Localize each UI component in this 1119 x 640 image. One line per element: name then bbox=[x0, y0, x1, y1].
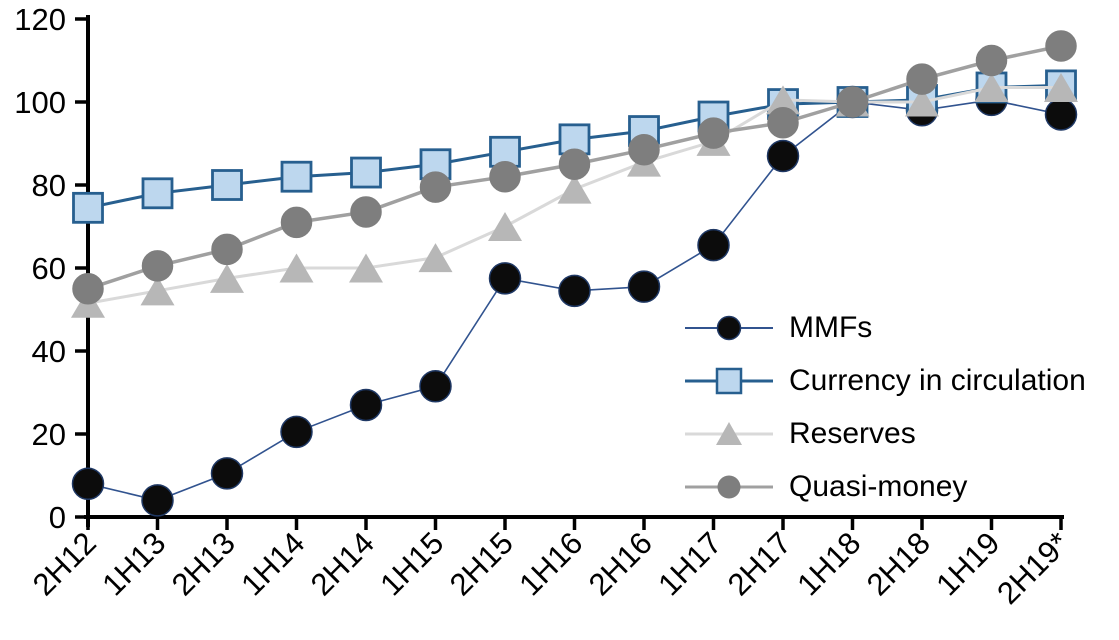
x-tick-label: 2H19* bbox=[990, 525, 1076, 611]
data-point-marker bbox=[350, 196, 382, 228]
x-tick-label: 2H17 bbox=[721, 525, 798, 602]
data-point-marker bbox=[72, 273, 104, 305]
legend-label: Reserves bbox=[789, 416, 916, 450]
y-tick-label: 60 bbox=[32, 251, 66, 286]
y-axis: 0 20 40 60 80 100 120 bbox=[14, 2, 90, 535]
reserves-triangle-marker-icon bbox=[685, 421, 773, 445]
data-point-marker bbox=[1045, 30, 1077, 62]
x-tick-label: 2H13 bbox=[165, 525, 242, 602]
data-point-marker bbox=[1044, 98, 1078, 131]
data-point-marker bbox=[280, 206, 313, 239]
data-point-marker bbox=[974, 72, 1009, 102]
data-point-marker bbox=[489, 160, 521, 193]
mmfs-circle-marker-icon bbox=[685, 315, 773, 340]
legend-item-mmfs: MMFs bbox=[683, 301, 1086, 354]
series-quasi-money bbox=[72, 30, 1077, 305]
x-tick-label: 2H16 bbox=[582, 525, 659, 602]
legend-item-currency: Currency in circulation bbox=[683, 354, 1086, 407]
x-tick-label: 2H15 bbox=[443, 525, 520, 602]
data-point-marker bbox=[419, 171, 452, 203]
data-point-marker bbox=[975, 44, 1008, 77]
data-point-marker bbox=[905, 87, 939, 117]
data-point-marker bbox=[697, 228, 730, 262]
quasi-money-circle-marker-icon bbox=[685, 475, 773, 498]
y-tick-label: 40 bbox=[32, 334, 66, 369]
x-tick-label: 1H14 bbox=[234, 525, 311, 602]
data-point-marker bbox=[1044, 72, 1078, 102]
data-point-marker bbox=[558, 274, 591, 308]
data-point-marker bbox=[210, 457, 244, 490]
data-point-marker bbox=[836, 86, 869, 118]
data-point-marker bbox=[627, 270, 661, 303]
x-tick-label: 1H15 bbox=[373, 525, 450, 602]
data-point-marker bbox=[141, 250, 174, 282]
data-point-marker bbox=[489, 135, 521, 168]
x-tick-label: 2H12 bbox=[26, 525, 103, 602]
data-point-marker bbox=[211, 233, 243, 266]
y-tick-label: 100 bbox=[14, 85, 66, 120]
y-tick-label: 0 bbox=[49, 500, 66, 535]
x-tick-label: 1H18 bbox=[790, 525, 867, 602]
data-point-marker bbox=[697, 117, 730, 149]
data-point-marker bbox=[280, 415, 313, 449]
x-tick-label: 1H16 bbox=[512, 525, 589, 602]
legend-item-reserves: Reserves bbox=[683, 407, 1086, 460]
legend-item-quasi-money: Quasi-money bbox=[683, 460, 1086, 513]
x-axis: 2H121H132H131H142H141H152H151H162H161H17… bbox=[26, 515, 1076, 611]
x-tick-label: 1H13 bbox=[95, 525, 172, 602]
data-point-marker bbox=[488, 212, 522, 241]
currency-square-marker-icon bbox=[685, 367, 773, 394]
data-point-marker bbox=[767, 107, 799, 139]
x-tick-label: 1H17 bbox=[651, 525, 728, 602]
data-point-marker bbox=[906, 63, 938, 95]
legend-label: Quasi-money bbox=[789, 469, 968, 503]
data-point-marker bbox=[349, 388, 383, 422]
data-point-marker bbox=[557, 174, 592, 204]
data-point-marker bbox=[766, 139, 800, 173]
data-point-marker bbox=[350, 156, 382, 189]
data-point-marker bbox=[280, 160, 313, 193]
y-tick-label: 80 bbox=[32, 168, 66, 203]
data-point-marker bbox=[141, 484, 174, 517]
data-point-marker bbox=[140, 276, 175, 306]
data-point-marker bbox=[141, 177, 174, 210]
data-point-marker bbox=[419, 370, 452, 403]
y-tick-label: 20 bbox=[32, 417, 66, 452]
data-point-marker bbox=[349, 253, 383, 283]
data-point-marker bbox=[558, 148, 591, 180]
x-tick-label: 2H18 bbox=[860, 525, 937, 602]
data-point-marker bbox=[210, 263, 244, 293]
y-tick-label: 120 bbox=[14, 2, 66, 37]
data-point-marker bbox=[766, 85, 800, 115]
legend-label: Currency in circulation bbox=[789, 363, 1086, 397]
x-tick-label: 2H14 bbox=[304, 525, 381, 602]
data-point-marker bbox=[628, 133, 660, 166]
data-point-marker bbox=[71, 467, 105, 501]
legend-label: MMFs bbox=[789, 310, 873, 344]
data-point-marker bbox=[418, 243, 453, 273]
data-point-marker bbox=[488, 262, 522, 295]
data-point-marker bbox=[211, 169, 243, 201]
chart-legend: MMFs Currency in circulation Reserves Qu… bbox=[683, 301, 1086, 513]
data-point-marker bbox=[72, 191, 104, 224]
data-point-marker bbox=[279, 253, 314, 283]
